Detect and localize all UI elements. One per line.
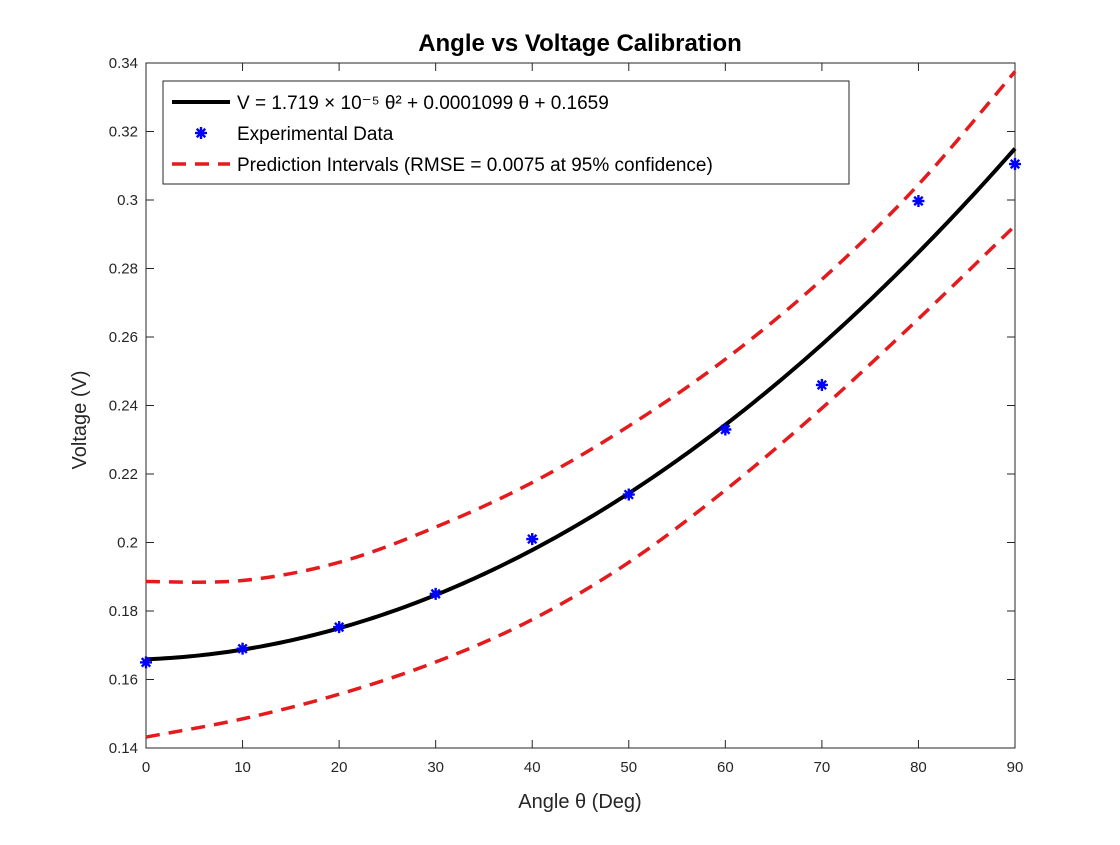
y-tick-label: 0.24 xyxy=(109,398,138,415)
data-point xyxy=(719,423,732,436)
data-point xyxy=(526,533,539,546)
x-tick-label: 0 xyxy=(142,759,150,776)
legend-data-label: Experimental Data xyxy=(237,124,394,145)
x-tick-label: 10 xyxy=(234,759,251,776)
data-point xyxy=(429,587,442,600)
legend-interval-label: Prediction Intervals (RMSE = 0.0075 at 9… xyxy=(237,155,713,176)
x-tick-label: 90 xyxy=(1007,759,1024,776)
x-axis: 0 10 20 30 40 50 60 70 80 90 xyxy=(142,63,1024,776)
series-layer xyxy=(140,70,1021,739)
chart-title: Angle vs Voltage Calibration xyxy=(418,30,742,57)
data-point xyxy=(140,656,152,669)
x-tick-label: 20 xyxy=(331,759,348,776)
data-point xyxy=(815,378,828,391)
x-tick-label: 70 xyxy=(814,759,831,776)
legend-box xyxy=(162,80,850,185)
data-point xyxy=(622,488,635,501)
x-axis-label: Angle θ (Deg) xyxy=(518,791,641,813)
y-tick-label: 0.28 xyxy=(109,261,138,278)
legend-data-swatch xyxy=(195,127,207,139)
data-point xyxy=(236,642,249,655)
legend-data-marker xyxy=(195,127,207,139)
data-point xyxy=(333,621,346,634)
lower-prediction-interval-line xyxy=(145,224,1017,739)
x-tick-label: 50 xyxy=(620,759,637,776)
x-tick-label: 30 xyxy=(427,759,444,776)
y-tick-label: 0.26 xyxy=(109,329,138,346)
y-tick-label: 0.34 xyxy=(109,55,138,72)
data-point xyxy=(912,195,925,208)
legend: V = 1.719 × 10⁻⁵ θ² + 0.0001099 θ + 0.16… xyxy=(162,80,850,185)
upper-prediction-interval-line xyxy=(145,70,1017,584)
y-axis-label: Voltage (V) xyxy=(69,371,91,470)
x-tick-label: 40 xyxy=(524,759,541,776)
x-tick-label: 60 xyxy=(717,759,734,776)
y-tick-label: 0.32 xyxy=(109,124,138,141)
y-tick-label: 0.3 xyxy=(117,192,138,209)
x-tick-label: 80 xyxy=(910,759,927,776)
y-tick-label: 0.16 xyxy=(109,672,138,689)
legend-fit-label: V = 1.719 × 10⁻⁵ θ² + 0.0001099 θ + 0.16… xyxy=(237,93,609,114)
y-tick-label: 0.18 xyxy=(109,603,138,620)
y-tick-label: 0.14 xyxy=(109,740,138,757)
y-tick-label: 0.22 xyxy=(109,466,138,483)
data-point xyxy=(1009,158,1021,171)
y-tick-label: 0.2 xyxy=(117,535,138,552)
y-axis: 0.14 0.16 0.18 0.2 0.22 0.24 0.26 0.28 0.3 0.32 0.… xyxy=(109,55,1015,757)
quadratic-fit-line xyxy=(145,147,1017,662)
